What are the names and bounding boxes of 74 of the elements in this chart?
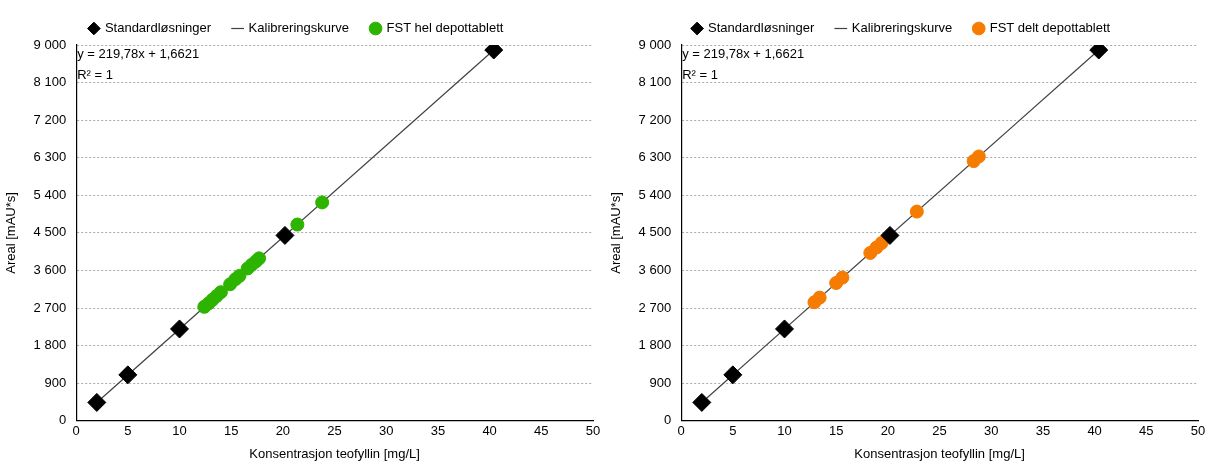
y-tick-label: 900 — [44, 374, 67, 390]
x-tick-label: 25 — [327, 423, 342, 439]
x-tick-label: 40 — [1087, 423, 1102, 439]
y-tick-label: 2 700 — [638, 299, 672, 315]
point — [692, 392, 712, 412]
y-axis-title: Areal [mAU*s] — [608, 192, 624, 274]
x-tick-label: 35 — [430, 423, 446, 439]
point — [252, 251, 267, 266]
x-tick-label: 10 — [777, 423, 792, 439]
point — [315, 195, 330, 210]
x-tick-label: 30 — [379, 423, 394, 439]
x-axis-title: Konsentrasjon teofyllin [mg/L] — [249, 445, 420, 461]
legend-label: Standardløsninger — [708, 20, 815, 36]
y-tick-label: 9 000 — [638, 36, 672, 52]
y-tick-label: 7 200 — [33, 111, 67, 127]
legend-label: FST delt depottablett — [989, 20, 1111, 36]
y-tick-label: 5 400 — [638, 186, 672, 202]
y-tick-label: 6 300 — [33, 149, 67, 165]
x-tick-label: 15 — [223, 423, 239, 439]
x-tick-label: 10 — [172, 423, 187, 439]
point — [835, 270, 850, 285]
point — [909, 204, 924, 219]
x-tick-label: 45 — [534, 423, 549, 439]
point — [971, 149, 986, 164]
x-axis-title: Konsentrasjon teofyllin [mg/L] — [854, 445, 1025, 461]
point — [275, 225, 295, 245]
legend-label: Kalibreringskurve — [248, 20, 350, 36]
point — [170, 319, 190, 339]
point — [723, 365, 743, 385]
y-tick-label: 2 700 — [33, 299, 67, 315]
x-tick-label: 25 — [932, 423, 947, 439]
legend-label: Kalibreringskurve — [851, 20, 953, 36]
x-tick-label: 35 — [1035, 423, 1051, 439]
point — [213, 285, 228, 300]
x-tick-label: 0 — [72, 423, 80, 439]
y-tick-label: 4 500 — [33, 224, 67, 240]
y-tick-label: 0 — [58, 412, 67, 428]
y-tick-label: 1 800 — [33, 337, 67, 353]
x-tick-label: 20 — [880, 423, 896, 439]
y-tick-label: 0 — [663, 412, 672, 428]
y-tick-label: 4 500 — [638, 224, 672, 240]
y-tick-label: 7 200 — [638, 111, 672, 127]
x-tick-label: 0 — [677, 423, 685, 439]
point — [87, 392, 107, 412]
point — [812, 290, 827, 305]
y-tick-label: 3 600 — [33, 262, 67, 278]
y-tick-label: 3 600 — [638, 262, 672, 278]
x-tick-label: 45 — [1139, 423, 1154, 439]
y-tick-label: 8 100 — [33, 74, 67, 90]
point — [775, 319, 795, 339]
annotation: y = 219,78x + 1,6621 — [77, 46, 200, 62]
x-tick-label: 50 — [585, 423, 601, 439]
legend-label: Standardløsninger — [104, 20, 212, 36]
y-tick-label: 6 300 — [638, 149, 672, 165]
y-tick-label: 1 800 — [638, 337, 672, 353]
y-tick-label: 900 — [649, 374, 672, 390]
annotation: R² = 1 — [682, 67, 718, 83]
x-tick-label: 5 — [124, 423, 132, 439]
point — [880, 225, 900, 245]
x-tick-label: 20 — [275, 423, 291, 439]
y-tick-label: 9 000 — [33, 36, 67, 52]
annotation: y = 219,78x + 1,6621 — [682, 46, 805, 62]
annotation: R² = 1 — [77, 67, 113, 83]
point — [290, 217, 305, 232]
x-tick-label: 30 — [984, 423, 999, 439]
x-tick-label: 40 — [482, 423, 497, 439]
point — [118, 365, 138, 385]
y-tick-label: 8 100 — [638, 74, 672, 90]
y-tick-label: 5 400 — [33, 186, 67, 202]
legend-label: FST hel depottablett — [386, 20, 504, 36]
x-tick-label: 5 — [729, 423, 737, 439]
x-tick-label: 15 — [828, 423, 844, 439]
x-tick-label: 50 — [1190, 423, 1206, 439]
y-axis-title: Areal [mAU*s] — [3, 192, 19, 274]
